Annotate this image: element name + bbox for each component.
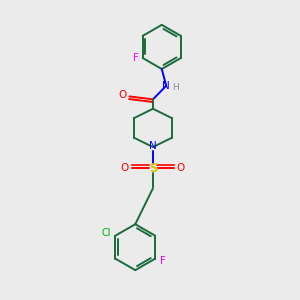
Text: O: O bbox=[177, 163, 185, 173]
Text: F: F bbox=[160, 256, 166, 266]
Text: N: N bbox=[149, 141, 157, 151]
Text: N: N bbox=[162, 81, 170, 91]
Text: S: S bbox=[149, 162, 157, 175]
Text: O: O bbox=[121, 163, 129, 173]
Text: Cl: Cl bbox=[102, 228, 111, 238]
Text: H: H bbox=[172, 83, 179, 92]
Text: O: O bbox=[119, 90, 127, 100]
Text: F: F bbox=[133, 53, 139, 63]
